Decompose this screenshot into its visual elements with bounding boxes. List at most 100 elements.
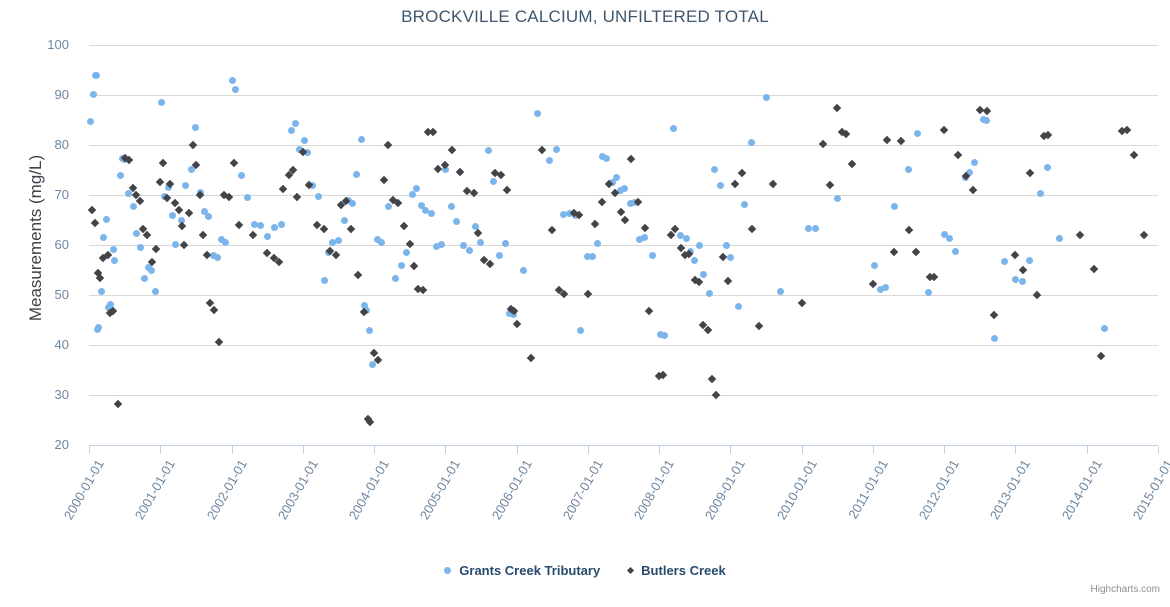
data-point: [166, 180, 174, 188]
x-tick-mark: [1087, 446, 1088, 454]
data-point: [148, 267, 155, 274]
data-point: [96, 273, 104, 281]
data-point: [117, 172, 124, 179]
data-point: [649, 252, 656, 259]
data-point: [1130, 151, 1138, 159]
data-point: [683, 235, 690, 242]
data-point: [657, 331, 664, 338]
x-tick-mark: [374, 446, 375, 454]
data-point: [691, 257, 698, 264]
y-tick-label: 100: [0, 38, 69, 51]
data-point: [293, 192, 301, 200]
x-tick-mark: [944, 446, 945, 454]
data-point: [129, 184, 137, 192]
data-point: [826, 181, 834, 189]
data-point: [94, 326, 101, 333]
data-point: [472, 223, 479, 230]
data-point: [930, 273, 938, 281]
data-point: [358, 136, 365, 143]
data-point: [288, 127, 295, 134]
data-point: [192, 161, 200, 169]
data-point: [299, 148, 307, 156]
data-point: [325, 249, 332, 256]
data-point: [1026, 257, 1033, 264]
data-point: [103, 216, 110, 223]
data-point: [1075, 231, 1083, 239]
data-point: [394, 198, 402, 206]
data-point: [569, 209, 577, 217]
data-point: [218, 236, 225, 243]
data-point: [548, 226, 556, 234]
data-point: [145, 264, 152, 271]
chart-legend: Grants Creek Tributary Butlers Creek: [0, 562, 1170, 578]
data-point: [363, 307, 370, 314]
y-tick-label: 50: [0, 288, 69, 301]
data-point: [347, 225, 355, 233]
data-point: [418, 286, 426, 294]
data-point: [1040, 131, 1048, 139]
data-point: [966, 169, 973, 176]
credits-label: Highcharts.com: [1091, 584, 1160, 595]
data-point: [631, 199, 638, 206]
data-point: [914, 130, 921, 137]
data-point: [546, 157, 553, 164]
data-point: [424, 128, 432, 136]
data-point: [301, 137, 308, 144]
data-point: [462, 186, 470, 194]
data-point: [354, 270, 362, 278]
data-point: [92, 72, 99, 79]
data-point: [485, 147, 492, 154]
data-point: [976, 106, 984, 114]
data-point: [520, 267, 527, 274]
data-point: [677, 232, 684, 239]
data-point: [326, 247, 334, 255]
data-point: [1101, 325, 1108, 332]
data-point: [485, 259, 493, 267]
data-point: [442, 166, 449, 173]
data-point: [952, 248, 959, 255]
data-point: [634, 198, 642, 206]
data-point: [1122, 125, 1130, 133]
data-point: [360, 307, 368, 315]
data-point: [968, 186, 976, 194]
data-point: [671, 225, 679, 233]
data-point: [681, 251, 689, 259]
data-point: [1118, 126, 1126, 134]
data-point: [1044, 131, 1052, 139]
data-point: [553, 146, 560, 153]
data-point: [560, 211, 567, 218]
data-point: [812, 225, 819, 232]
data-point: [1012, 276, 1019, 283]
legend-item-butlers-creek[interactable]: Butlers Creek: [628, 562, 726, 578]
data-point: [292, 120, 299, 127]
data-point: [165, 184, 172, 191]
data-point: [130, 203, 137, 210]
data-point: [572, 212, 579, 219]
data-point: [177, 221, 185, 229]
data-point: [353, 171, 360, 178]
data-point: [961, 172, 969, 180]
x-tick-mark: [517, 446, 518, 454]
data-point: [946, 235, 953, 242]
data-point: [605, 180, 613, 188]
data-point: [1097, 352, 1105, 360]
data-point: [398, 262, 405, 269]
data-point: [418, 202, 425, 209]
data-point: [249, 231, 257, 239]
data-point: [205, 213, 212, 220]
x-tick-mark: [659, 446, 660, 454]
data-point: [361, 302, 368, 309]
legend-item-grants-creek-tributary[interactable]: Grants Creek Tributary: [444, 562, 600, 578]
data-point: [730, 180, 738, 188]
data-point: [819, 140, 827, 148]
data-point: [369, 361, 376, 368]
data-point: [695, 278, 703, 286]
data-point: [641, 234, 648, 241]
circle-marker-icon: [444, 567, 451, 574]
data-point: [320, 224, 328, 232]
data-point: [506, 310, 513, 317]
gridline: [89, 45, 1158, 46]
data-point: [555, 286, 563, 294]
data-point: [911, 248, 919, 256]
